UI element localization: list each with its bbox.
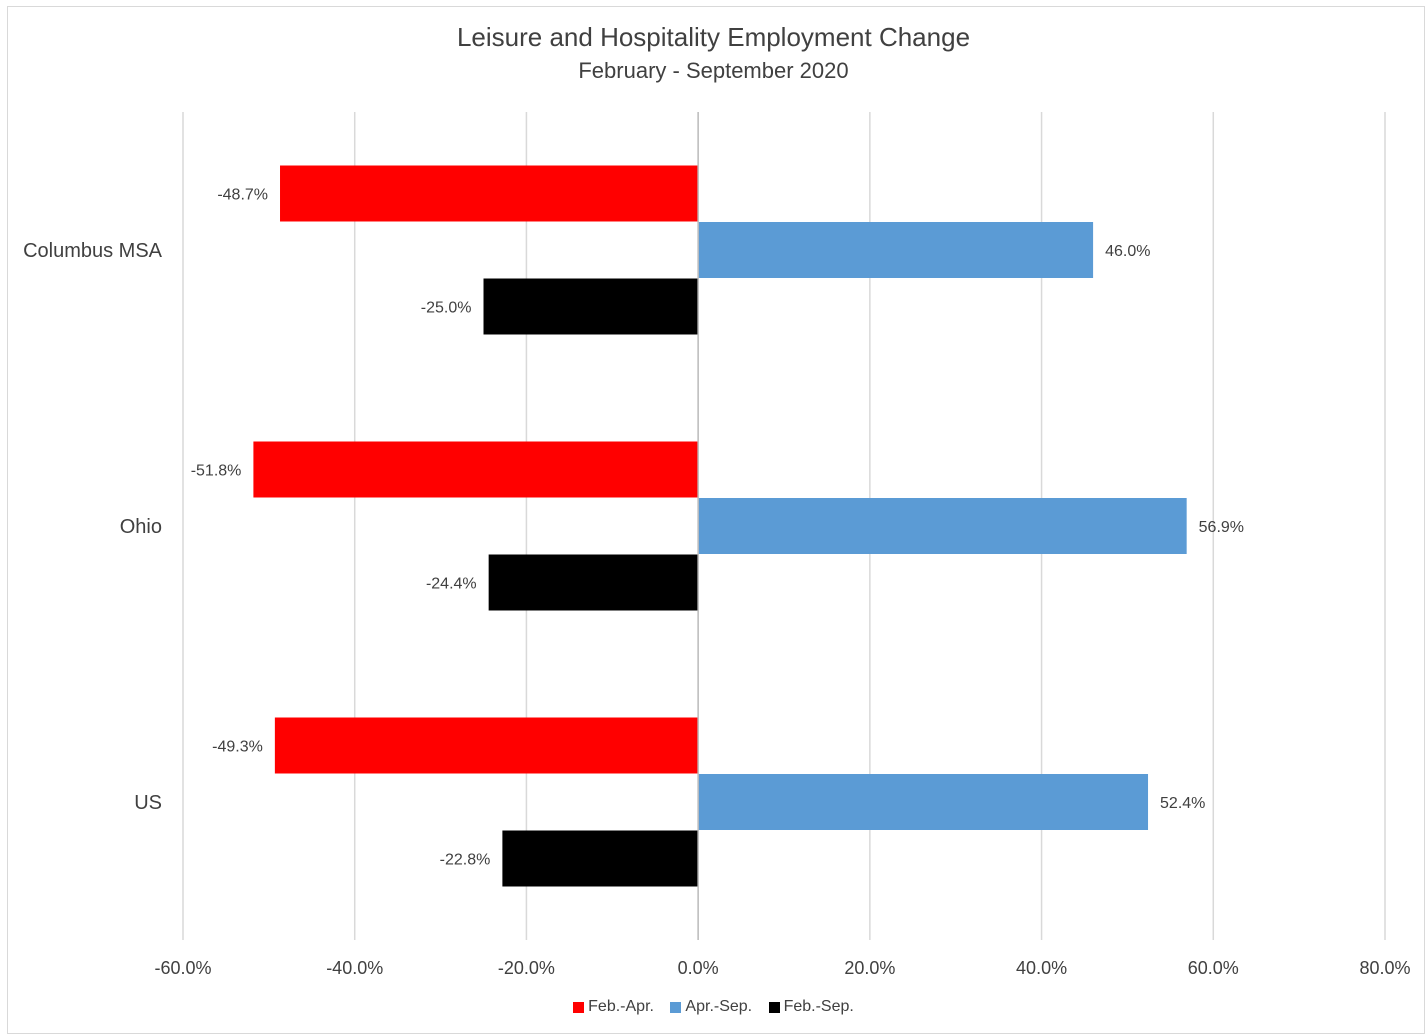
legend-label-apr-sep: Apr.-Sep. [685,998,753,1015]
x-tick-label: -40.0% [326,958,383,978]
bar [488,554,699,611]
bar [274,717,699,774]
data-label: -51.8% [191,463,242,480]
legend-item-feb-apr: Feb.-Apr. [573,998,654,1016]
bar [253,441,699,498]
bar [698,222,1094,278]
category-label: US [134,792,162,814]
bar [698,498,1187,554]
chart-subtitle: February - September 2020 [578,58,849,83]
data-label: -22.8% [440,852,491,869]
x-tick-label: 40.0% [1016,958,1067,978]
data-label: -48.7% [217,187,268,204]
bar [698,774,1149,830]
x-tick-label: 20.0% [844,958,895,978]
x-tick-label: 0.0% [678,958,719,978]
data-label: 56.9% [1199,519,1244,536]
data-label: -24.4% [426,576,477,593]
legend: Feb.-Apr. Apr.-Sep. Feb.-Sep. [0,998,1427,1018]
bar [483,278,699,335]
category-label: Ohio [120,516,162,538]
legend-item-apr-sep: Apr.-Sep. [670,998,752,1016]
chart-title: Leisure and Hospitality Employment Chang… [456,22,971,52]
data-label: 46.0% [1105,243,1150,260]
bar [280,165,699,222]
bar [502,830,699,887]
data-label: -49.3% [212,739,263,756]
data-label: 52.4% [1160,795,1205,812]
x-tick-label: -60.0% [154,958,211,978]
legend-item-feb-sep: Feb.-Sep. [768,998,854,1016]
legend-label-feb-apr: Feb.-Apr. [588,998,654,1015]
legend-swatch-feb-sep [768,1001,780,1013]
legend-label-feb-sep: Feb.-Sep. [783,998,854,1015]
legend-swatch-apr-sep [670,1001,682,1013]
category-label: Columbus MSA [23,240,163,262]
data-label: -25.0% [421,300,472,317]
x-tick-label: -20.0% [498,958,555,978]
legend-swatch-feb-apr [573,1001,585,1013]
x-tick-label: 60.0% [1188,958,1239,978]
x-tick-label: 80.0% [1359,958,1410,978]
